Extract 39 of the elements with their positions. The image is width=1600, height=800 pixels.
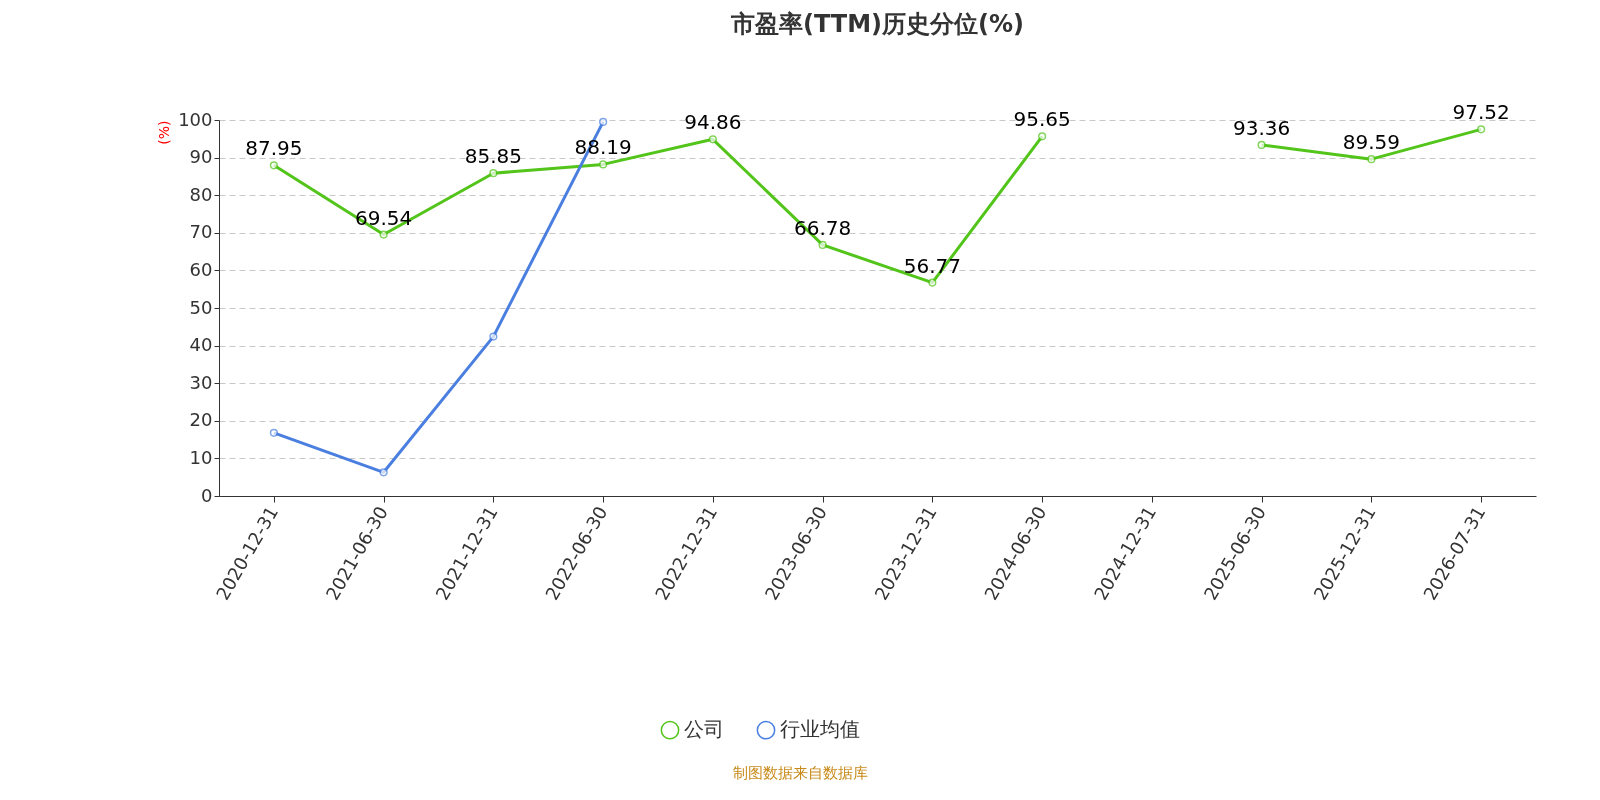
data-label: 97.52 xyxy=(1452,100,1510,125)
y-tick-label: 60 xyxy=(189,258,213,280)
point xyxy=(1477,125,1486,134)
y-tick-label: 30 xyxy=(189,371,213,393)
data-label: 94.86 xyxy=(684,110,742,135)
y-tick-label: 80 xyxy=(189,183,213,205)
y-axis-title: (%) xyxy=(156,120,173,145)
data-label: 69.54 xyxy=(354,205,413,230)
point xyxy=(269,161,278,170)
data-label: 85.85 xyxy=(464,144,523,169)
point xyxy=(1257,140,1266,150)
y-tick-label: 0 xyxy=(201,484,213,506)
point xyxy=(818,240,827,249)
point xyxy=(1367,155,1376,164)
y-tick-label: 10 xyxy=(189,446,213,468)
point xyxy=(599,117,608,126)
y-tick-label: 40 xyxy=(189,334,213,356)
y-tick-label: 90 xyxy=(189,146,213,168)
chart-title: 市盈率(TTM)历史分位(%) xyxy=(729,10,1025,39)
y-tick-label: 20 xyxy=(189,409,213,431)
data-label: 87.95 xyxy=(245,136,303,161)
text: 制图数据来自数据库 xyxy=(732,764,868,782)
point xyxy=(489,169,498,178)
legend-label: 公司 xyxy=(684,717,724,742)
point xyxy=(928,278,937,287)
point xyxy=(599,160,608,169)
data-label: 89.59 xyxy=(1342,130,1401,155)
data-label: 95.65 xyxy=(1013,107,1071,132)
legend-label: 行业均值 xyxy=(780,717,860,742)
y-tick-label: 50 xyxy=(189,296,213,318)
y-tick-label: 100 xyxy=(178,108,213,130)
point xyxy=(1038,132,1047,141)
point xyxy=(379,468,388,477)
point xyxy=(269,428,278,437)
point xyxy=(708,135,717,144)
data-label: 93.36 xyxy=(1232,115,1291,140)
point xyxy=(379,230,388,239)
y-tick-label: 70 xyxy=(189,221,213,243)
point xyxy=(489,332,498,341)
